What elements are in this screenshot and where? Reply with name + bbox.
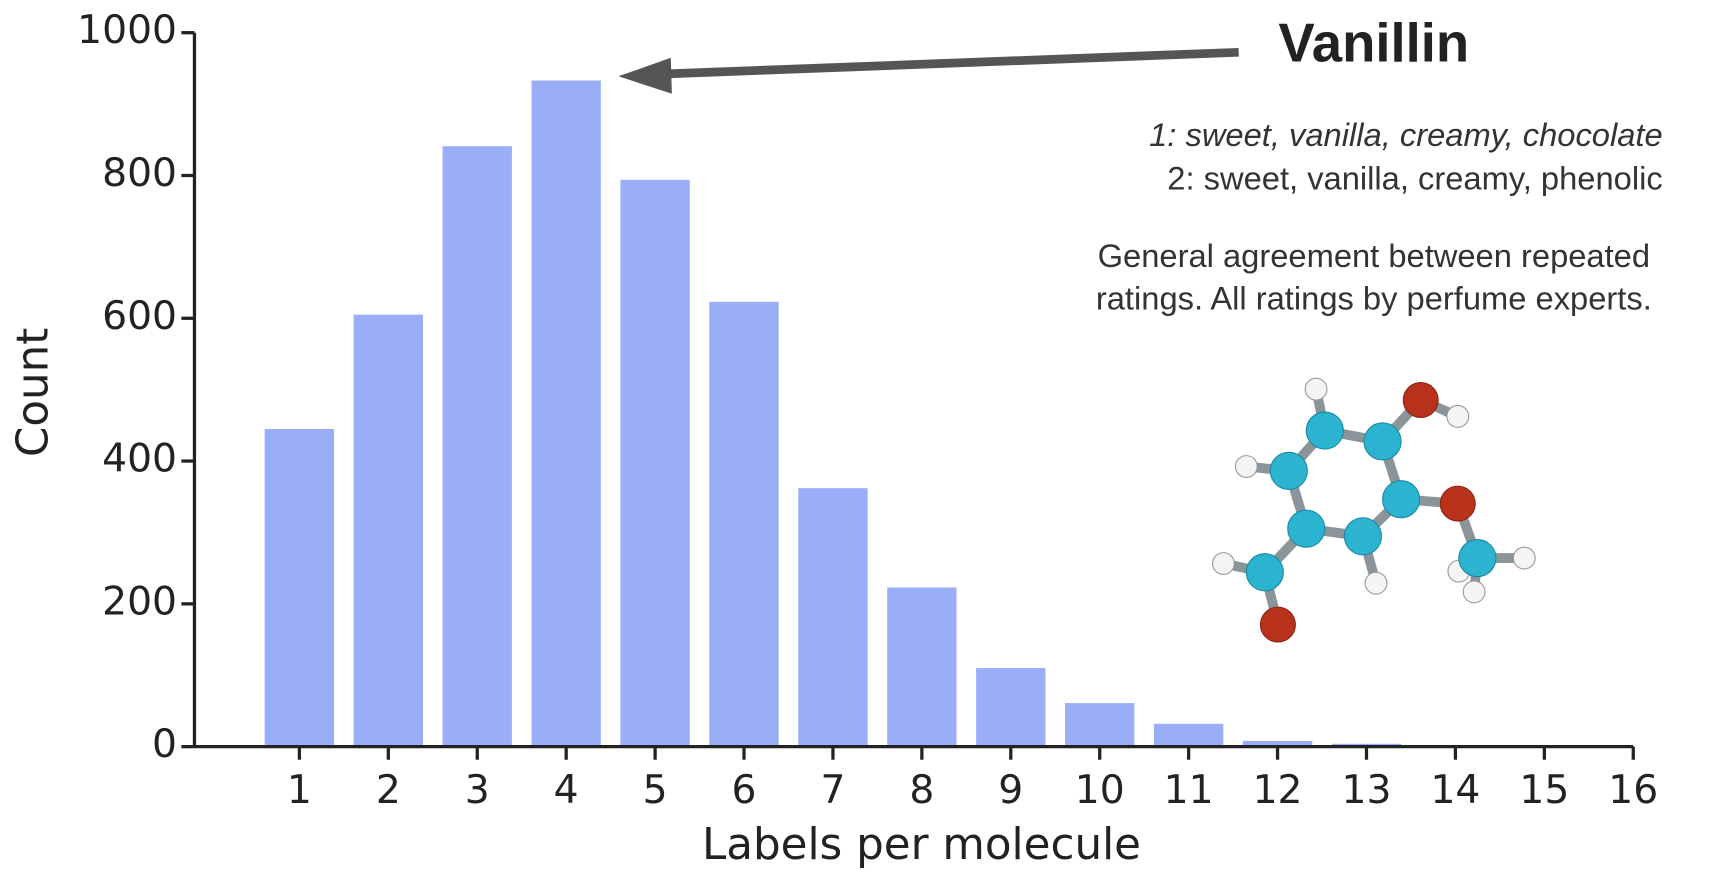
y-tick-label: 1000	[77, 8, 177, 53]
x-tick-label: 9	[998, 768, 1023, 813]
y-tick-label: 0	[152, 722, 177, 767]
rating-line: 2: sweet, vanilla, creamy, phenolic	[1167, 160, 1662, 197]
x-tick-label: 13	[1342, 768, 1392, 813]
y-tick-label: 600	[102, 294, 177, 339]
chart: Labels per molecule Count Vanillin 1: sw…	[0, 0, 1710, 872]
x-tick-label: 1	[287, 768, 312, 813]
x-tick-label: 5	[643, 768, 668, 813]
x-tick-label: 11	[1164, 768, 1214, 813]
bar	[531, 81, 600, 747]
y-axis-label: Count	[8, 328, 58, 457]
rating-line: 1: sweet, vanilla, creamy, chocolate	[1149, 116, 1663, 153]
x-tick-label: 7	[820, 768, 845, 813]
x-tick-label: 6	[732, 768, 757, 813]
x-tick-label: 10	[1075, 768, 1125, 813]
x-axis-label: Labels per molecule	[702, 820, 1141, 870]
bar	[709, 302, 778, 747]
bar	[976, 668, 1045, 747]
x-tick-label: 3	[465, 768, 490, 813]
x-tick-label: 15	[1519, 768, 1569, 813]
bar	[354, 315, 423, 747]
annotation-title: Vanillin	[1278, 12, 1469, 73]
x-tick-label: 2	[376, 768, 401, 813]
bar	[443, 146, 512, 746]
note-line: General agreement between repeated	[1098, 237, 1650, 274]
arrow	[618, 52, 1238, 93]
bar	[887, 587, 956, 746]
molecule	[1213, 378, 1536, 642]
x-tick-label: 4	[554, 768, 579, 813]
bar	[620, 180, 689, 747]
bar	[1154, 724, 1223, 747]
x-tick-label: 16	[1608, 768, 1658, 813]
y-tick-label: 200	[102, 579, 177, 624]
note-line: ratings. All ratings by perfume experts.	[1096, 279, 1652, 316]
y-tick-label: 400	[102, 437, 177, 482]
y-tick-label: 800	[102, 151, 177, 196]
bar	[1065, 703, 1134, 747]
x-tick-label: 8	[909, 768, 934, 813]
bar	[798, 488, 867, 746]
bar	[265, 429, 334, 747]
x-tick-label: 12	[1253, 768, 1303, 813]
x-tick-label: 14	[1430, 768, 1480, 813]
